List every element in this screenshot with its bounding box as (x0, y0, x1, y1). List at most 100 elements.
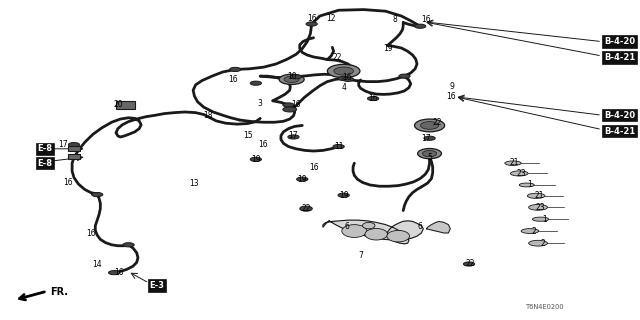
Text: 3: 3 (258, 99, 262, 108)
Ellipse shape (511, 171, 528, 176)
Text: 17: 17 (289, 131, 298, 140)
Text: 21: 21 (509, 158, 519, 167)
Text: 1: 1 (527, 180, 532, 189)
Polygon shape (426, 221, 451, 233)
Text: 13: 13 (189, 179, 199, 188)
Text: 18: 18 (204, 111, 213, 120)
Ellipse shape (333, 145, 344, 149)
Text: E-3: E-3 (149, 281, 164, 290)
Text: 8: 8 (393, 15, 397, 24)
Ellipse shape (424, 136, 435, 140)
Text: 16: 16 (115, 268, 124, 277)
Text: 19: 19 (251, 155, 260, 164)
Text: 15: 15 (243, 131, 253, 140)
Circle shape (342, 225, 367, 237)
Text: 22: 22 (465, 260, 475, 268)
Text: 17: 17 (58, 140, 68, 149)
Ellipse shape (68, 142, 79, 147)
Text: 14: 14 (92, 260, 102, 269)
Bar (116, 101, 135, 109)
Ellipse shape (505, 161, 521, 165)
Text: 16: 16 (368, 94, 378, 103)
Text: 9: 9 (449, 82, 454, 91)
Text: 19: 19 (298, 175, 307, 184)
Ellipse shape (291, 75, 301, 79)
Text: 20: 20 (113, 100, 123, 109)
Circle shape (387, 230, 410, 242)
Ellipse shape (288, 135, 299, 139)
Text: 22: 22 (301, 204, 311, 213)
Text: E-8: E-8 (38, 144, 52, 153)
Text: 16: 16 (228, 75, 238, 84)
Ellipse shape (250, 81, 262, 85)
Ellipse shape (279, 74, 304, 84)
Text: 23: 23 (536, 203, 545, 212)
Text: 2: 2 (532, 227, 537, 236)
Ellipse shape (367, 97, 379, 101)
Bar (68, 154, 80, 159)
Ellipse shape (418, 148, 442, 159)
Text: 16: 16 (422, 15, 431, 24)
Ellipse shape (521, 228, 539, 234)
Ellipse shape (532, 217, 548, 221)
Ellipse shape (463, 262, 475, 266)
Text: 16: 16 (259, 140, 268, 149)
Ellipse shape (284, 76, 299, 83)
Ellipse shape (527, 193, 545, 198)
Circle shape (365, 228, 388, 240)
Circle shape (362, 222, 375, 229)
Ellipse shape (519, 183, 534, 187)
Text: 10: 10 (287, 72, 296, 81)
Text: 16: 16 (447, 92, 456, 100)
Text: B-4-20: B-4-20 (604, 111, 635, 120)
Text: 1: 1 (542, 215, 547, 224)
Text: 5: 5 (427, 153, 432, 162)
Text: E-8: E-8 (38, 159, 52, 168)
Text: 16: 16 (291, 100, 301, 109)
Ellipse shape (306, 22, 317, 26)
Text: B-4-20: B-4-20 (604, 37, 635, 46)
Ellipse shape (283, 107, 296, 112)
Ellipse shape (230, 68, 241, 72)
Text: 16: 16 (307, 14, 317, 23)
Ellipse shape (529, 204, 547, 210)
Ellipse shape (422, 150, 436, 157)
Ellipse shape (283, 103, 294, 107)
Ellipse shape (296, 177, 308, 181)
Polygon shape (323, 220, 423, 244)
Ellipse shape (342, 77, 354, 82)
Text: 4: 4 (341, 83, 346, 92)
Text: B-4-21: B-4-21 (604, 127, 635, 136)
Ellipse shape (250, 157, 262, 162)
Text: 19: 19 (339, 191, 348, 200)
Text: 7: 7 (358, 252, 363, 260)
Text: 2: 2 (541, 239, 545, 248)
Text: 17: 17 (422, 134, 431, 143)
Text: B-4-21: B-4-21 (604, 53, 635, 62)
Text: 6: 6 (344, 222, 349, 231)
Ellipse shape (415, 24, 426, 28)
Ellipse shape (338, 193, 349, 197)
Text: 19: 19 (383, 44, 392, 53)
Ellipse shape (109, 271, 120, 275)
Bar (68, 146, 80, 151)
Text: 11: 11 (334, 142, 344, 151)
Ellipse shape (399, 74, 410, 78)
Ellipse shape (529, 240, 547, 246)
Text: T6N4E0200: T6N4E0200 (526, 304, 565, 309)
Ellipse shape (123, 243, 134, 247)
Text: 16: 16 (308, 163, 318, 172)
Text: 16: 16 (63, 178, 72, 187)
Text: 16: 16 (86, 229, 96, 238)
Ellipse shape (334, 67, 353, 75)
Ellipse shape (327, 64, 360, 78)
Text: 6: 6 (418, 222, 422, 231)
Ellipse shape (415, 119, 445, 132)
Text: 23: 23 (517, 169, 527, 178)
Text: 21: 21 (534, 191, 544, 200)
Ellipse shape (92, 193, 103, 196)
Ellipse shape (300, 206, 312, 211)
Text: 22: 22 (333, 53, 342, 62)
Text: FR.: FR. (50, 287, 68, 298)
Text: 22: 22 (433, 118, 442, 127)
